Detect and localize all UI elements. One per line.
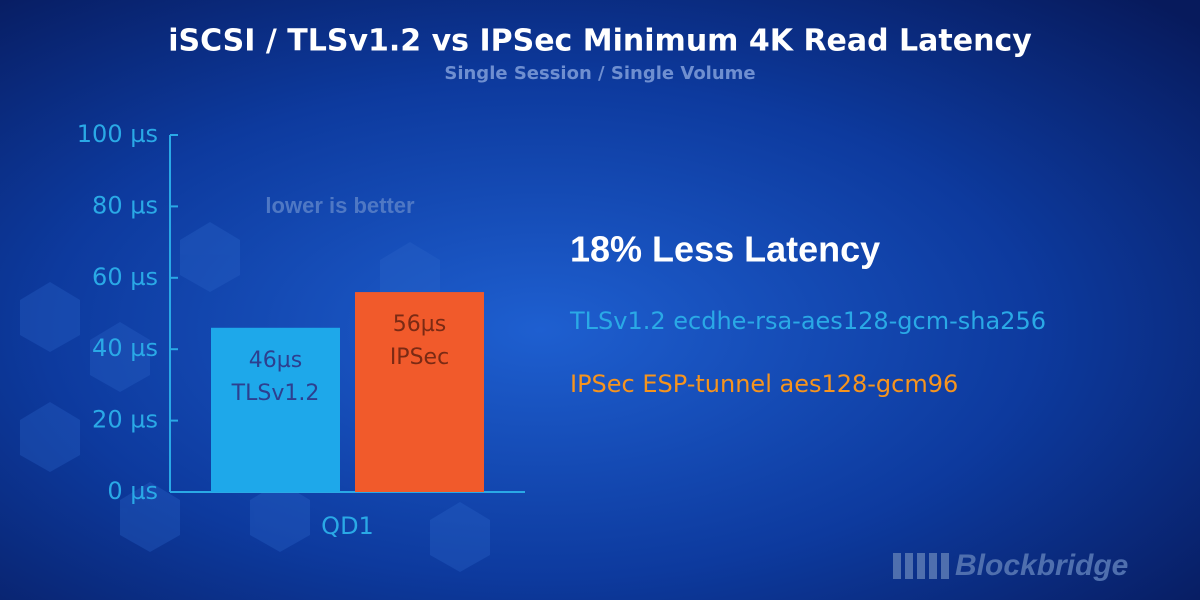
y-tick-label: 80 µs (92, 191, 158, 219)
watermark: Blockbridge (955, 549, 1128, 582)
y-tick-label: 60 µs (92, 263, 158, 291)
bar (355, 292, 484, 492)
y-tick-label: 100 µs (77, 120, 158, 148)
value-label: 46µs (249, 348, 302, 373)
headline: 18% Less Latency (570, 229, 880, 270)
series-label: TLSv1.2 (231, 381, 320, 406)
annotation: lower is better (265, 193, 415, 218)
y-tick-label: 0 µs (107, 477, 158, 505)
bar (211, 327, 340, 492)
annotation: IPSec ESP-tunnel aes128-gcm96 (570, 370, 958, 398)
x-tick-label: QD1 (321, 512, 374, 540)
logo-icon (893, 553, 949, 579)
y-tick-label: 40 µs (92, 334, 158, 362)
y-tick-label: 20 µs (92, 406, 158, 434)
annotation: TLSv1.2 ecdhe-rsa-aes128-gcm-sha256 (569, 307, 1046, 335)
chart-subtitle: Single Session / Single Volume (444, 63, 755, 84)
value-label: 56µs (393, 312, 446, 337)
series-label: IPSec (390, 345, 449, 370)
hexagon-pattern (20, 222, 490, 572)
chart-title: iSCSI / TLSv1.2 vs IPSec Minimum 4K Read… (168, 24, 1032, 59)
